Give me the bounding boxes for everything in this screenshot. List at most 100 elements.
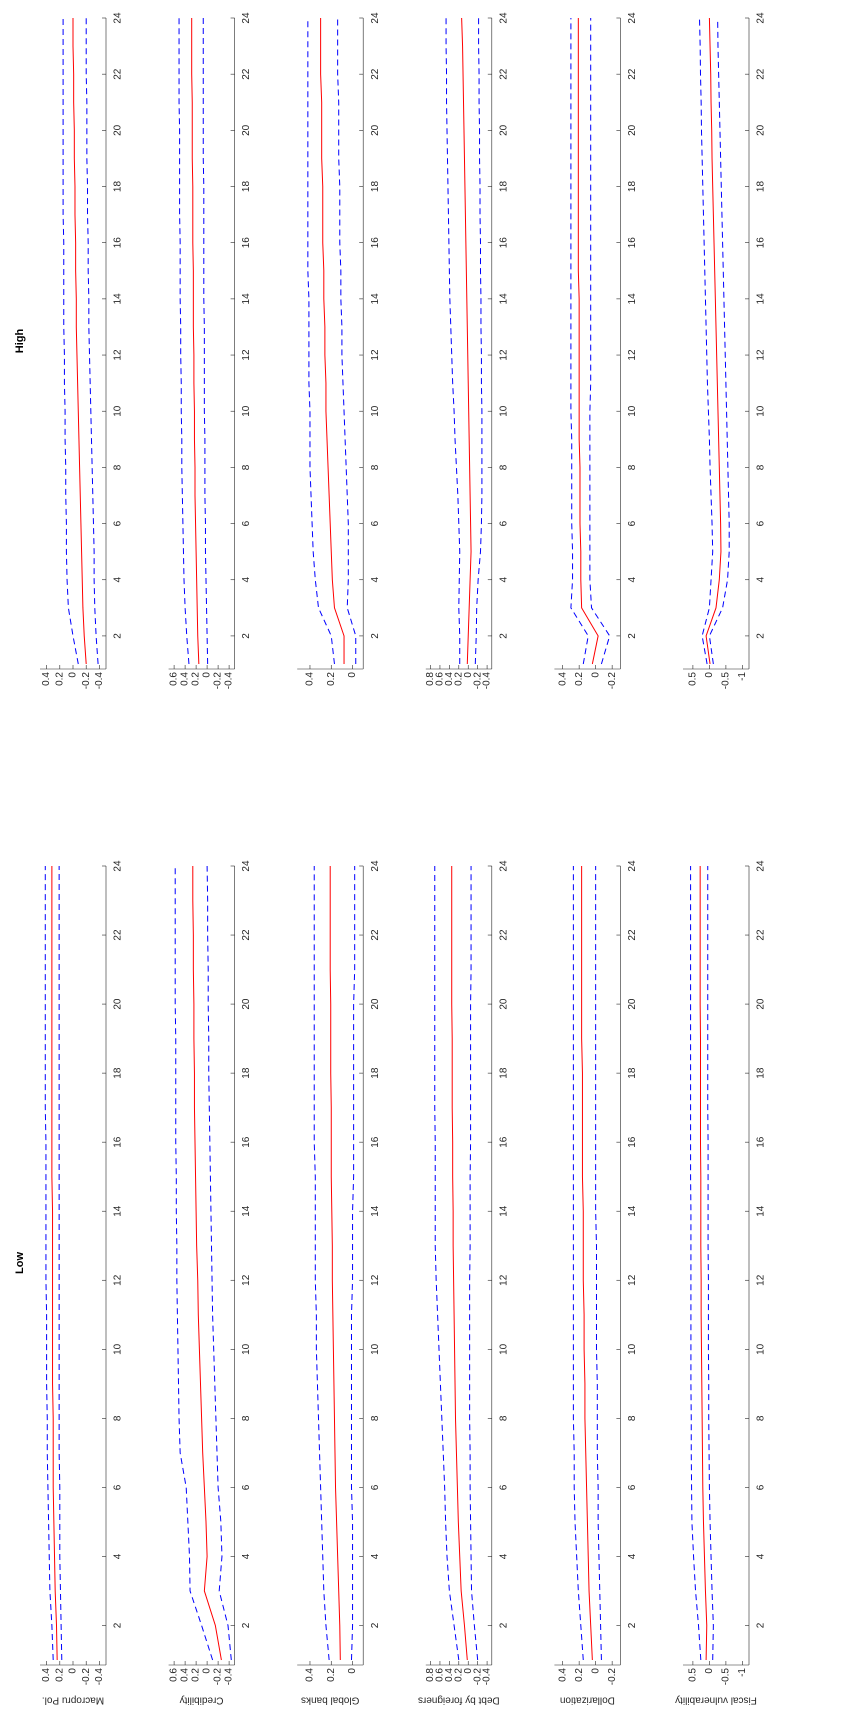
x-tick-label: 4 xyxy=(756,1553,767,1559)
x-tick-label: 14 xyxy=(756,1205,767,1217)
series-line xyxy=(572,866,584,1661)
y-tick-label: 0 xyxy=(463,1668,474,1674)
y-tick-label: -0.2 xyxy=(81,672,92,690)
x-tick-label: 14 xyxy=(498,293,509,305)
y-tick-label: 0.4 xyxy=(180,672,191,686)
x-tick-label: 6 xyxy=(498,1484,509,1490)
x-tick-label: 14 xyxy=(370,293,381,305)
x-tick-label: 2 xyxy=(241,633,252,639)
x-tick-label: 12 xyxy=(498,1274,509,1286)
x-tick-label: 6 xyxy=(113,520,124,526)
x-tick-label: 18 xyxy=(370,181,381,193)
x-tick-label: 24 xyxy=(498,860,509,872)
x-tick-label: 4 xyxy=(241,577,252,583)
x-tick-label: 18 xyxy=(241,181,252,193)
x-tick-label: 8 xyxy=(113,1415,124,1421)
x-tick-label: 18 xyxy=(756,1067,767,1079)
x-tick-label: 20 xyxy=(627,998,638,1010)
x-tick-label: 6 xyxy=(370,520,381,526)
x-tick-label: 8 xyxy=(498,464,509,470)
x-tick-label: 24 xyxy=(113,860,124,872)
x-tick-label: 12 xyxy=(113,349,124,361)
y-tick-label: -0.4 xyxy=(224,672,235,690)
y-tick-label: 0.2 xyxy=(54,1668,65,1682)
y-tick-label: 0.4 xyxy=(444,1668,455,1682)
series-line xyxy=(595,866,602,1661)
y-tick-label: -0.5 xyxy=(721,672,732,690)
x-tick-label: 10 xyxy=(627,1343,638,1355)
x-tick-label: 6 xyxy=(756,1484,767,1490)
x-tick-label: 22 xyxy=(498,68,509,80)
series-line xyxy=(469,866,479,1661)
series-line xyxy=(62,18,79,665)
y-tick-label: 0 xyxy=(68,672,79,678)
x-tick-label: 12 xyxy=(756,1274,767,1286)
x-tick-label: 22 xyxy=(756,68,767,80)
x-tick-label: 22 xyxy=(241,929,252,941)
x-tick-label: 20 xyxy=(370,998,381,1010)
y-tick-label: -0.2 xyxy=(472,1668,483,1686)
x-tick-label: 24 xyxy=(756,860,767,872)
y-tick-label: 0.2 xyxy=(574,672,585,686)
x-tick-label: 14 xyxy=(498,1205,509,1217)
y-tick-label: 0 xyxy=(347,1668,358,1674)
series-line xyxy=(337,18,357,664)
x-tick-label: 10 xyxy=(241,405,252,417)
y-tick-label: -0.2 xyxy=(607,1668,618,1686)
y-tick-label: -0.2 xyxy=(213,672,224,690)
x-tick-label: 18 xyxy=(627,1067,638,1079)
y-axis-label: Credibility xyxy=(180,1694,224,1705)
x-tick-label: 16 xyxy=(370,1136,381,1148)
series-line xyxy=(307,18,335,665)
x-tick-label: 10 xyxy=(627,405,638,417)
x-tick-label: 4 xyxy=(113,577,124,583)
x-tick-label: 4 xyxy=(756,577,767,583)
x-tick-label: 12 xyxy=(627,349,638,361)
x-tick-label: 22 xyxy=(498,929,509,941)
series-line xyxy=(570,18,589,665)
y-tick-label: 0 xyxy=(704,672,715,678)
panel-title: High xyxy=(14,329,26,354)
y-axis-label: Fiscal vulnerability xyxy=(675,1694,757,1705)
y-tick-label: 0.2 xyxy=(191,1668,202,1682)
x-tick-label: 24 xyxy=(370,860,381,872)
x-tick-label: 8 xyxy=(113,464,124,470)
x-tick-label: 20 xyxy=(113,124,124,136)
series-line xyxy=(85,18,99,665)
x-tick-label: 14 xyxy=(113,1205,124,1217)
y-tick-label: -0.2 xyxy=(213,1668,224,1686)
x-tick-label: 8 xyxy=(756,464,767,470)
x-tick-label: 6 xyxy=(498,520,509,526)
series-line xyxy=(191,18,200,665)
x-tick-label: 20 xyxy=(498,998,509,1010)
x-tick-label: 8 xyxy=(241,464,252,470)
y-axis-label: Debt by foreigners xyxy=(418,1694,500,1705)
x-tick-label: 24 xyxy=(627,12,638,24)
y-tick-label: 0.5 xyxy=(688,1668,699,1682)
x-tick-label: 20 xyxy=(756,998,767,1010)
x-tick-label: 8 xyxy=(627,1415,638,1421)
series-line xyxy=(699,17,714,665)
x-tick-label: 2 xyxy=(370,633,381,639)
y-tick-label: 0 xyxy=(68,1668,79,1674)
x-tick-label: 8 xyxy=(627,464,638,470)
x-tick-label: 8 xyxy=(370,464,381,470)
x-tick-label: 14 xyxy=(113,293,124,305)
y-tick-label: 0.2 xyxy=(574,1668,585,1682)
x-tick-label: 12 xyxy=(370,1274,381,1286)
x-tick-label: 2 xyxy=(113,1622,124,1628)
y-tick-label: 0.4 xyxy=(557,1668,568,1682)
x-tick-label: 6 xyxy=(241,520,252,526)
x-tick-label: 12 xyxy=(241,1274,252,1286)
x-tick-label: 18 xyxy=(241,1067,252,1079)
y-tick-label: 0.4 xyxy=(180,1668,191,1682)
series-line xyxy=(313,866,330,1661)
x-tick-label: 10 xyxy=(370,405,381,417)
x-tick-label: 14 xyxy=(241,293,252,305)
x-tick-label: 14 xyxy=(627,293,638,305)
x-tick-label: 24 xyxy=(627,860,638,872)
y-tick-label: 0.2 xyxy=(54,672,65,686)
y-tick-label: -0.2 xyxy=(81,1668,92,1686)
